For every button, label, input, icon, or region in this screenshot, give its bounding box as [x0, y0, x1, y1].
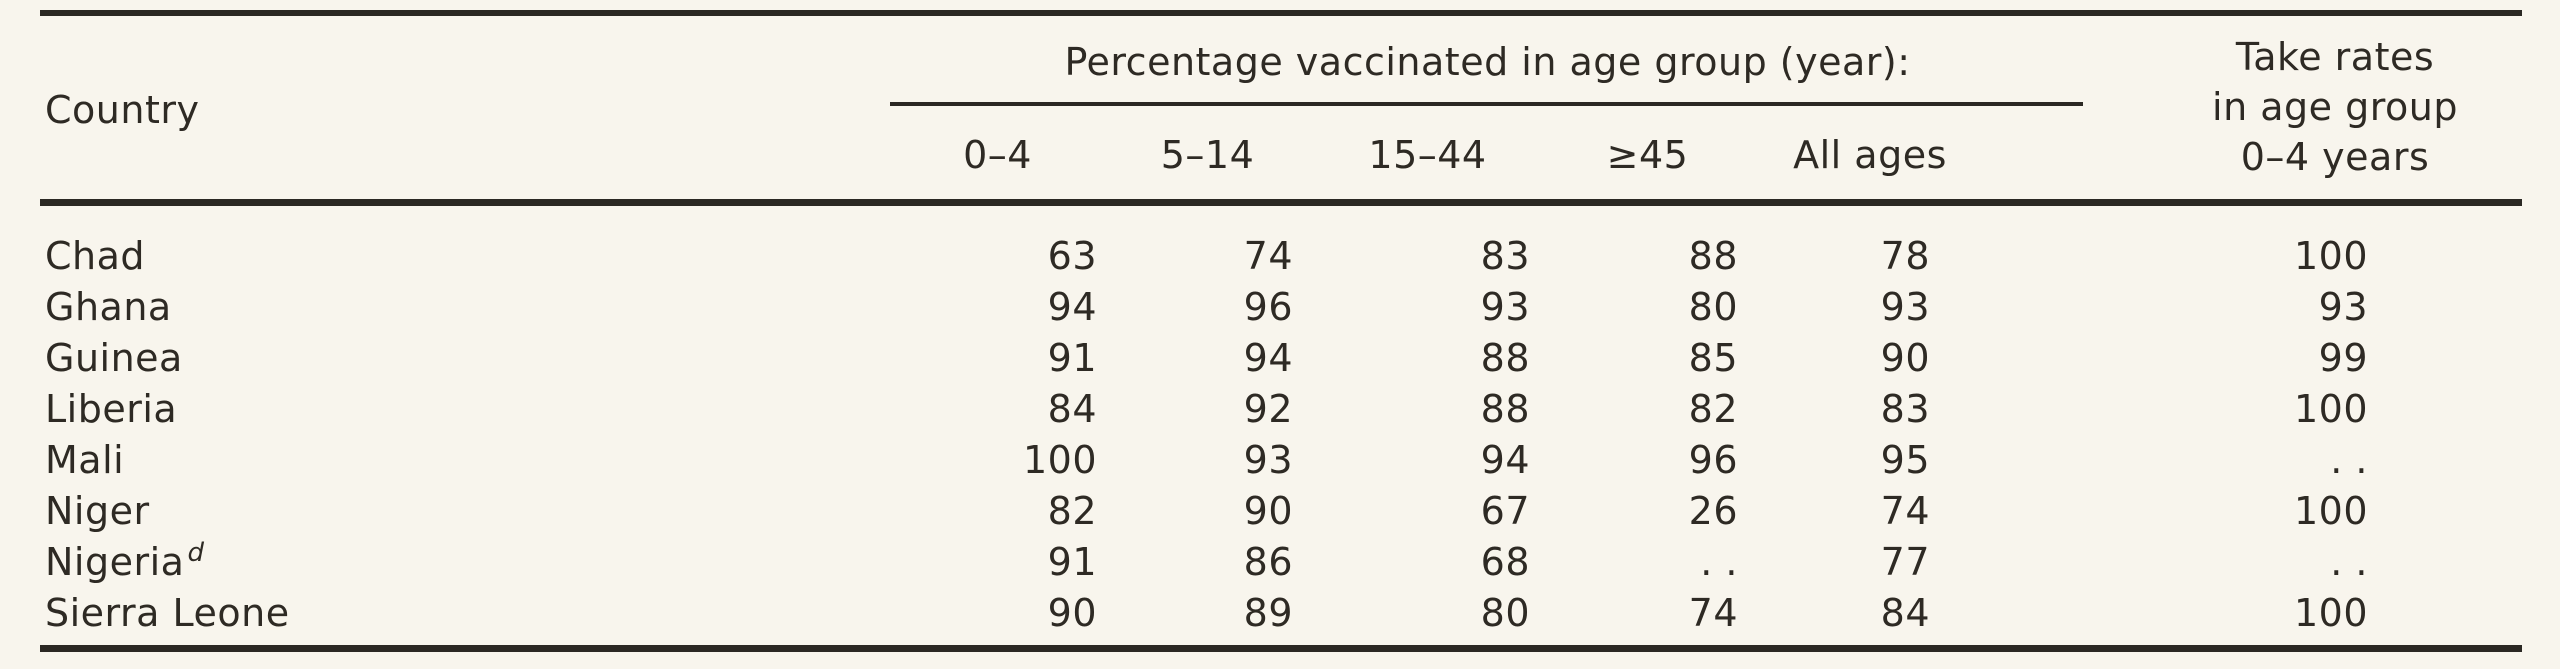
table-row: Niger 82 90 67 26 74 100: [40, 485, 2522, 536]
age-column-header-all-ages: All ages: [1793, 133, 1947, 177]
value-cell: . .: [1700, 539, 1738, 584]
table-row: Liberia 84 92 88 82 83 100: [40, 383, 2522, 434]
take-rate-cell: . .: [2330, 437, 2368, 482]
value-cell: 95: [1880, 437, 1930, 482]
take-rate-cell: 100: [2293, 590, 2368, 635]
value-cell: 84: [1880, 590, 1930, 635]
header-separator-rule: [40, 199, 2522, 206]
value-cell: 89: [1243, 590, 1293, 635]
table-row: Sierra Leone 90 89 80 74 84 100: [40, 587, 2522, 638]
age-column-header-15-44: 15–44: [1368, 133, 1487, 177]
value-cell: 88: [1480, 335, 1530, 380]
age-column-header-5-14: 5–14: [1160, 133, 1255, 177]
group-column-header: Percentage vaccinated in age group (year…: [1064, 40, 1911, 84]
table-body: Chad 63 74 83 88 78 100 Ghana 94 96 93 80 93 93 Guinea…: [40, 230, 2522, 638]
take-rate-cell: 93: [2318, 284, 2368, 329]
table-row: Mali 100 93 94 96 95 . .: [40, 434, 2522, 485]
country-cell: Ghana: [45, 284, 172, 329]
take-rate-cell: 100: [2293, 233, 2368, 278]
value-cell: 78: [1880, 233, 1930, 278]
value-cell: 96: [1688, 437, 1738, 482]
take-rates-header-line-2: in age group: [2212, 85, 2458, 129]
value-cell: 94: [1480, 437, 1530, 482]
value-cell: 92: [1243, 386, 1293, 431]
country-cell: Liberia: [45, 386, 178, 431]
table-row: Chad 63 74 83 88 78 100: [40, 230, 2522, 281]
value-cell: 80: [1480, 590, 1530, 635]
country-cell: Niger: [45, 488, 150, 533]
age-column-header-0-4: 0–4: [963, 133, 1032, 177]
value-cell: 83: [1480, 233, 1530, 278]
footnote-marker: d: [187, 537, 204, 568]
take-rates-header-line-3: 0–4 years: [2240, 135, 2430, 179]
value-cell: 74: [1243, 233, 1293, 278]
value-cell: 93: [1243, 437, 1293, 482]
country-cell: Guinea: [45, 335, 183, 380]
value-cell: 90: [1243, 488, 1293, 533]
value-cell: 94: [1047, 284, 1097, 329]
age-group-subheader-row: 0–4 5–14 15–44 ≥45 All ages: [40, 133, 2522, 177]
value-cell: 68: [1480, 539, 1530, 584]
take-rate-cell: . .: [2330, 539, 2368, 584]
value-cell: 91: [1047, 539, 1097, 584]
take-rate-cell: 99: [2318, 335, 2368, 380]
table-bottom-rule: [40, 645, 2522, 652]
table-row: Nigeria d 91 86 68 . . 77 . .: [40, 536, 2522, 587]
value-cell: 74: [1688, 590, 1738, 635]
country-cell: Mali: [45, 437, 125, 482]
take-rate-cell: 100: [2293, 386, 2368, 431]
value-cell: 96: [1243, 284, 1293, 329]
value-cell: 85: [1688, 335, 1738, 380]
value-cell: 26: [1688, 488, 1738, 533]
value-cell: 90: [1880, 335, 1930, 380]
value-cell: 82: [1688, 386, 1738, 431]
value-cell: 86: [1243, 539, 1293, 584]
take-rates-column-header: Take rates in age group 0–4 years: [2135, 32, 2535, 182]
value-cell: 77: [1880, 539, 1930, 584]
value-cell: 91: [1047, 335, 1097, 380]
value-cell: 80: [1688, 284, 1738, 329]
table-top-rule: [40, 10, 2522, 16]
value-cell: 74: [1880, 488, 1930, 533]
table-row: Ghana 94 96 93 80 93 93: [40, 281, 2522, 332]
subheader-spacer: [40, 133, 890, 177]
country-cell: Chad: [45, 233, 146, 278]
value-cell: 94: [1243, 335, 1293, 380]
value-cell: 93: [1480, 284, 1530, 329]
table-row: Guinea 91 94 88 85 90 99: [40, 332, 2522, 383]
take-rate-cell: 100: [2293, 488, 2368, 533]
value-cell: 82: [1047, 488, 1097, 533]
country-cell: Nigeria d: [45, 537, 204, 584]
value-cell: 84: [1047, 386, 1097, 431]
value-cell: 83: [1880, 386, 1930, 431]
value-cell: 93: [1880, 284, 1930, 329]
country-column-header: Country: [45, 88, 200, 132]
country-cell: Sierra Leone: [45, 590, 290, 635]
value-cell: 67: [1480, 488, 1530, 533]
group-header-underline-rule: [890, 102, 2083, 106]
value-cell: 90: [1047, 590, 1097, 635]
take-rates-header-line-1: Take rates: [2235, 35, 2435, 79]
value-cell: 100: [1022, 437, 1097, 482]
value-cell: 63: [1047, 233, 1097, 278]
value-cell: 88: [1480, 386, 1530, 431]
age-column-header-45-plus: ≥45: [1606, 133, 1689, 177]
value-cell: 88: [1688, 233, 1738, 278]
